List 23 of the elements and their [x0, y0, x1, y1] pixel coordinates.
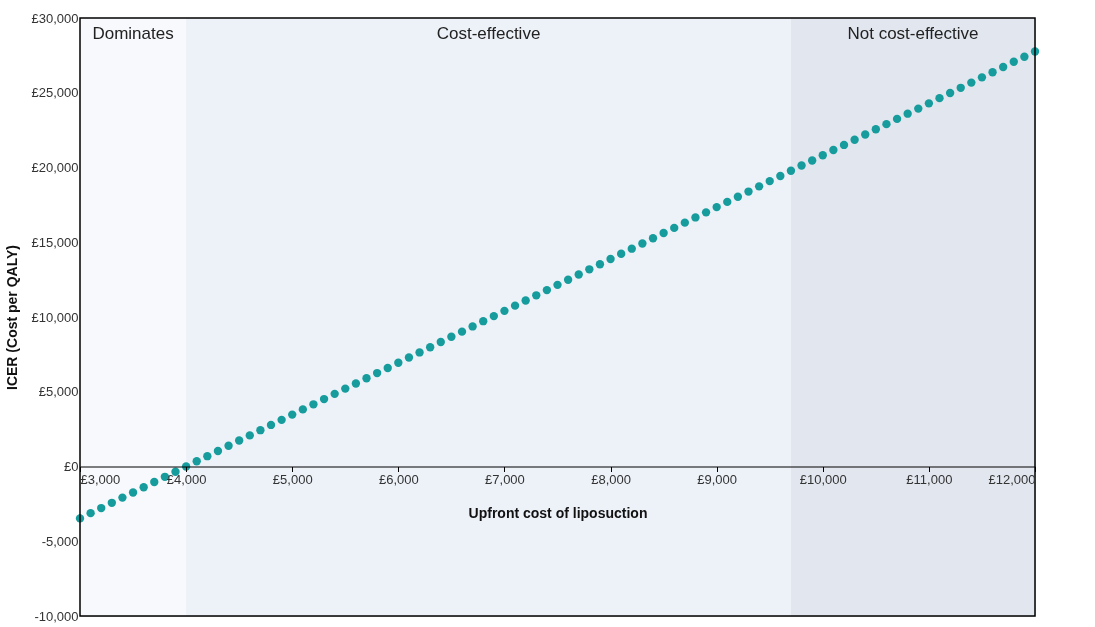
band-label: Not cost-effective — [847, 24, 979, 43]
y-tick-label: £30,000 — [31, 10, 79, 26]
band-label: Dominates — [92, 24, 174, 43]
y-tick-label: -10,000 — [34, 608, 79, 624]
x-tick-label: £11,000 — [906, 472, 953, 487]
x-axis-title: Upfront cost of liposuction — [468, 505, 648, 521]
x-tick-label: £3,000 — [80, 472, 121, 487]
y-tick-label: £0 — [64, 459, 79, 474]
y-tick-label: -5,000 — [41, 533, 79, 549]
x-tick-label: £8,000 — [591, 472, 631, 487]
y-tick-label: £20,000 — [31, 160, 79, 175]
y-tick-label: £15,000 — [31, 234, 79, 250]
x-tick-label: £4,000 — [166, 472, 207, 487]
x-tick-label: £9,000 — [697, 472, 738, 487]
y-tick-label: £25,000 — [31, 85, 79, 101]
x-tick-label: £6,000 — [378, 472, 419, 487]
y-tick-label: £10,000 — [31, 309, 79, 325]
band-label: Cost-effective — [436, 24, 541, 43]
x-tick-label: £10,000 — [799, 472, 847, 487]
y-tick-label: £5,000 — [38, 384, 79, 400]
y-axis-title: ICER (Cost per QALY) — [3, 245, 20, 390]
x-tick-label: £7,000 — [485, 472, 525, 487]
x-tick-label: £5,000 — [272, 472, 313, 487]
